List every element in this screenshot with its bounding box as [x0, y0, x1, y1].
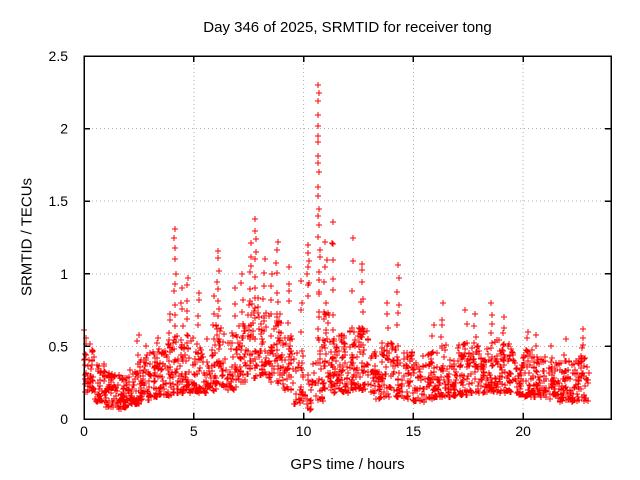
x-tick-label: 20 [515, 423, 531, 439]
x-tick-label: 15 [406, 423, 422, 439]
y-tick-label: 1 [60, 266, 68, 282]
plot-border [83, 55, 612, 420]
y-tick-label: 1.5 [49, 193, 69, 209]
scatter-points [81, 82, 592, 413]
y-tick-label: 0.5 [49, 338, 69, 354]
y-tick-label: 0 [60, 411, 68, 427]
y-tick-label: 2 [60, 121, 68, 137]
y-axis-label: SRMTID / TECUs [18, 177, 36, 297]
x-tick-label: 10 [296, 423, 312, 439]
y-tick-label: 2.5 [49, 48, 69, 64]
x-tick-label: 5 [190, 423, 198, 439]
chart-title: Day 346 of 2025, SRMTID for receiver ton… [203, 19, 492, 36]
x-tick-label: 0 [80, 423, 88, 439]
x-axis-label: GPS time / hours [290, 456, 405, 473]
